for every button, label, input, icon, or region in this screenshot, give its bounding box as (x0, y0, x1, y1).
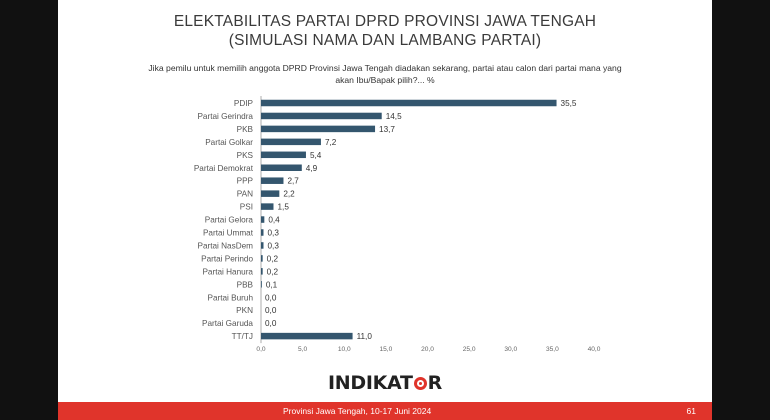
bar-partai-gerindra (261, 112, 382, 120)
value-label-pdip: 35,5 (561, 99, 577, 108)
category-label-pdip: PDIP (234, 99, 254, 108)
survey-question-line1: Jika pemilu untuk memilih anggota DPRD P… (148, 63, 622, 73)
value-label-partai-garuda: 0,0 (265, 319, 277, 328)
bar-pks (261, 151, 306, 159)
value-label-partai-demokrat: 4,9 (306, 164, 318, 173)
category-label-pbb: PBB (237, 280, 254, 289)
value-label-partai-hanura: 0,2 (267, 267, 279, 276)
x-tick-label-10: 10,0 (338, 346, 351, 353)
value-label-partai-perindo: 0,2 (267, 254, 279, 263)
page-number: 61 (686, 406, 696, 416)
x-tick-label-25: 25,0 (463, 346, 476, 353)
bar-partai-perindo (261, 255, 263, 262)
x-tick-label-40: 40,0 (588, 346, 601, 353)
category-label-pkb: PKB (237, 125, 254, 134)
x-tick-label-5: 5,0 (298, 346, 307, 353)
category-label-pks: PKS (237, 151, 254, 160)
category-label-partai-demokrat: Partai Demokrat (194, 164, 254, 173)
value-label-partai-nasdem: 0,3 (267, 241, 279, 250)
category-label-partai-perindo: Partai Perindo (201, 254, 253, 263)
value-label-partai-gelora: 0,4 (268, 216, 280, 225)
bar-pkb (261, 125, 376, 133)
value-label-pbb: 0,1 (266, 280, 278, 289)
logo-text-right: R (427, 372, 443, 394)
chart-title-line2: (SIMULASI NAMA DAN LAMBANG PARTAI) (228, 32, 542, 49)
x-tick-label-30: 30,0 (504, 346, 517, 353)
category-label-partai-golkar: Partai Golkar (205, 138, 253, 147)
footer-bar: Provinsi Jawa Tengah, 10-17 Juni 2024 61 (58, 402, 712, 420)
x-tick-label-0: 0,0 (256, 346, 265, 353)
bar-pan (261, 190, 280, 197)
logo-ring-icon (413, 377, 427, 390)
category-label-partai-buruh: Partai Buruh (207, 293, 253, 302)
value-label-partai-ummat: 0,3 (267, 229, 279, 238)
bar-tt-tj (261, 332, 353, 340)
category-label-partai-ummat: Partai Ummat (203, 229, 254, 238)
x-tick-label-15: 15,0 (379, 346, 392, 353)
bar-partai-gelora (261, 216, 265, 223)
category-label-pan: PAN (237, 190, 253, 199)
value-label-pks: 5,4 (310, 151, 322, 160)
category-label-partai-gerindra: Partai Gerindra (197, 112, 253, 121)
value-label-partai-buruh: 0,0 (265, 293, 277, 302)
chart-title-line1: ELEKTABILITAS PARTAI DPRD PROVINSI JAWA … (173, 13, 597, 30)
bar-ppp (261, 177, 284, 184)
value-label-psi: 1,5 (277, 203, 289, 212)
survey-question-line2: akan Ibu/Bapak pilih?... % (335, 75, 435, 85)
value-label-pkb: 13,7 (379, 125, 395, 134)
chart-title: ELEKTABILITAS PARTAI DPRD PROVINSI JAWA … (58, 12, 712, 50)
value-label-partai-gerindra: 14,5 (386, 112, 402, 121)
category-label-partai-garuda: Partai Garuda (202, 319, 253, 328)
category-label-pkn: PKN (236, 306, 253, 315)
value-label-partai-golkar: 7,2 (325, 138, 337, 147)
bar-chart: PDIP 35,5 Partai Gerindra 14,5 PKB 13,7 Partai… (194, 96, 601, 353)
bar-partai-demokrat (261, 164, 302, 171)
category-label-tt-tj: TT/TJ (232, 332, 253, 341)
value-label-pkn: 0,0 (265, 306, 277, 315)
value-label-tt-tj: 11,0 (357, 332, 373, 341)
category-label-partai-nasdem: Partai NasDem (197, 241, 253, 250)
indikator-logo: INDIKAT R (58, 372, 712, 394)
bar-pdip (261, 99, 557, 107)
bar-partai-ummat (261, 229, 264, 236)
value-label-pan: 2,2 (283, 190, 295, 199)
value-label-ppp: 2,7 (287, 177, 299, 186)
category-label-partai-gelora: Partai Gelora (205, 216, 254, 225)
category-label-psi: PSI (240, 203, 253, 212)
bar-partai-hanura (261, 268, 263, 275)
survey-question: Jika pemilu untuk memilih anggota DPRD P… (58, 62, 712, 86)
bar-partai-golkar (261, 138, 321, 146)
footer-text: Provinsi Jawa Tengah, 10-17 Juni 2024 (283, 406, 432, 416)
bar-pbb (261, 281, 262, 288)
x-tick-label-20: 20,0 (421, 346, 434, 353)
category-label-ppp: PPP (237, 177, 254, 186)
slide: ELEKTABILITAS PARTAI DPRD PROVINSI JAWA … (58, 0, 712, 420)
x-tick-label-35: 35,0 (546, 346, 559, 353)
bar-psi (261, 203, 274, 210)
category-label-partai-hanura: Partai Hanura (202, 267, 253, 276)
bar-partai-nasdem (261, 242, 264, 249)
logo-text-left: INDIKAT (328, 372, 413, 394)
